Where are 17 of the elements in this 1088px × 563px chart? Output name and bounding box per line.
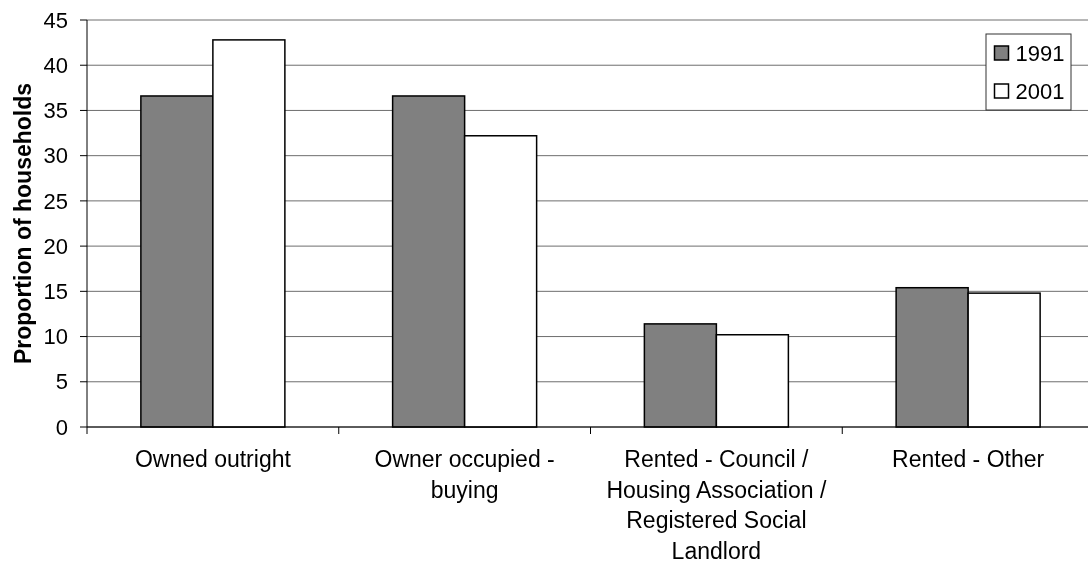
x-tick-label: Owner occupied - buying: [374, 446, 555, 503]
x-tick-label: Owned outright: [134, 446, 292, 472]
legend-label: 2001: [1015, 78, 1065, 104]
y-tick-label: 0: [55, 414, 68, 440]
y-tick-label: 10: [43, 324, 68, 350]
y-tick-label: 40: [43, 52, 68, 78]
y-tick-label: 5: [55, 369, 68, 395]
y-tick-label: 25: [43, 188, 68, 214]
y-tick-label: 35: [43, 98, 68, 124]
x-tick-label: Rented - Council / Housing Association / Registered Social Landlord: [606, 446, 827, 563]
x-tick-label: Rented - Other: [892, 446, 1045, 472]
y-tick-label: 20: [43, 233, 68, 259]
legend-label: 1991: [1015, 40, 1065, 66]
y-tick-label: 30: [43, 143, 68, 169]
y-axis-title: Proportion of households: [10, 82, 36, 365]
y-tick-label: 45: [43, 7, 68, 33]
y-tick-label: 15: [43, 279, 68, 305]
